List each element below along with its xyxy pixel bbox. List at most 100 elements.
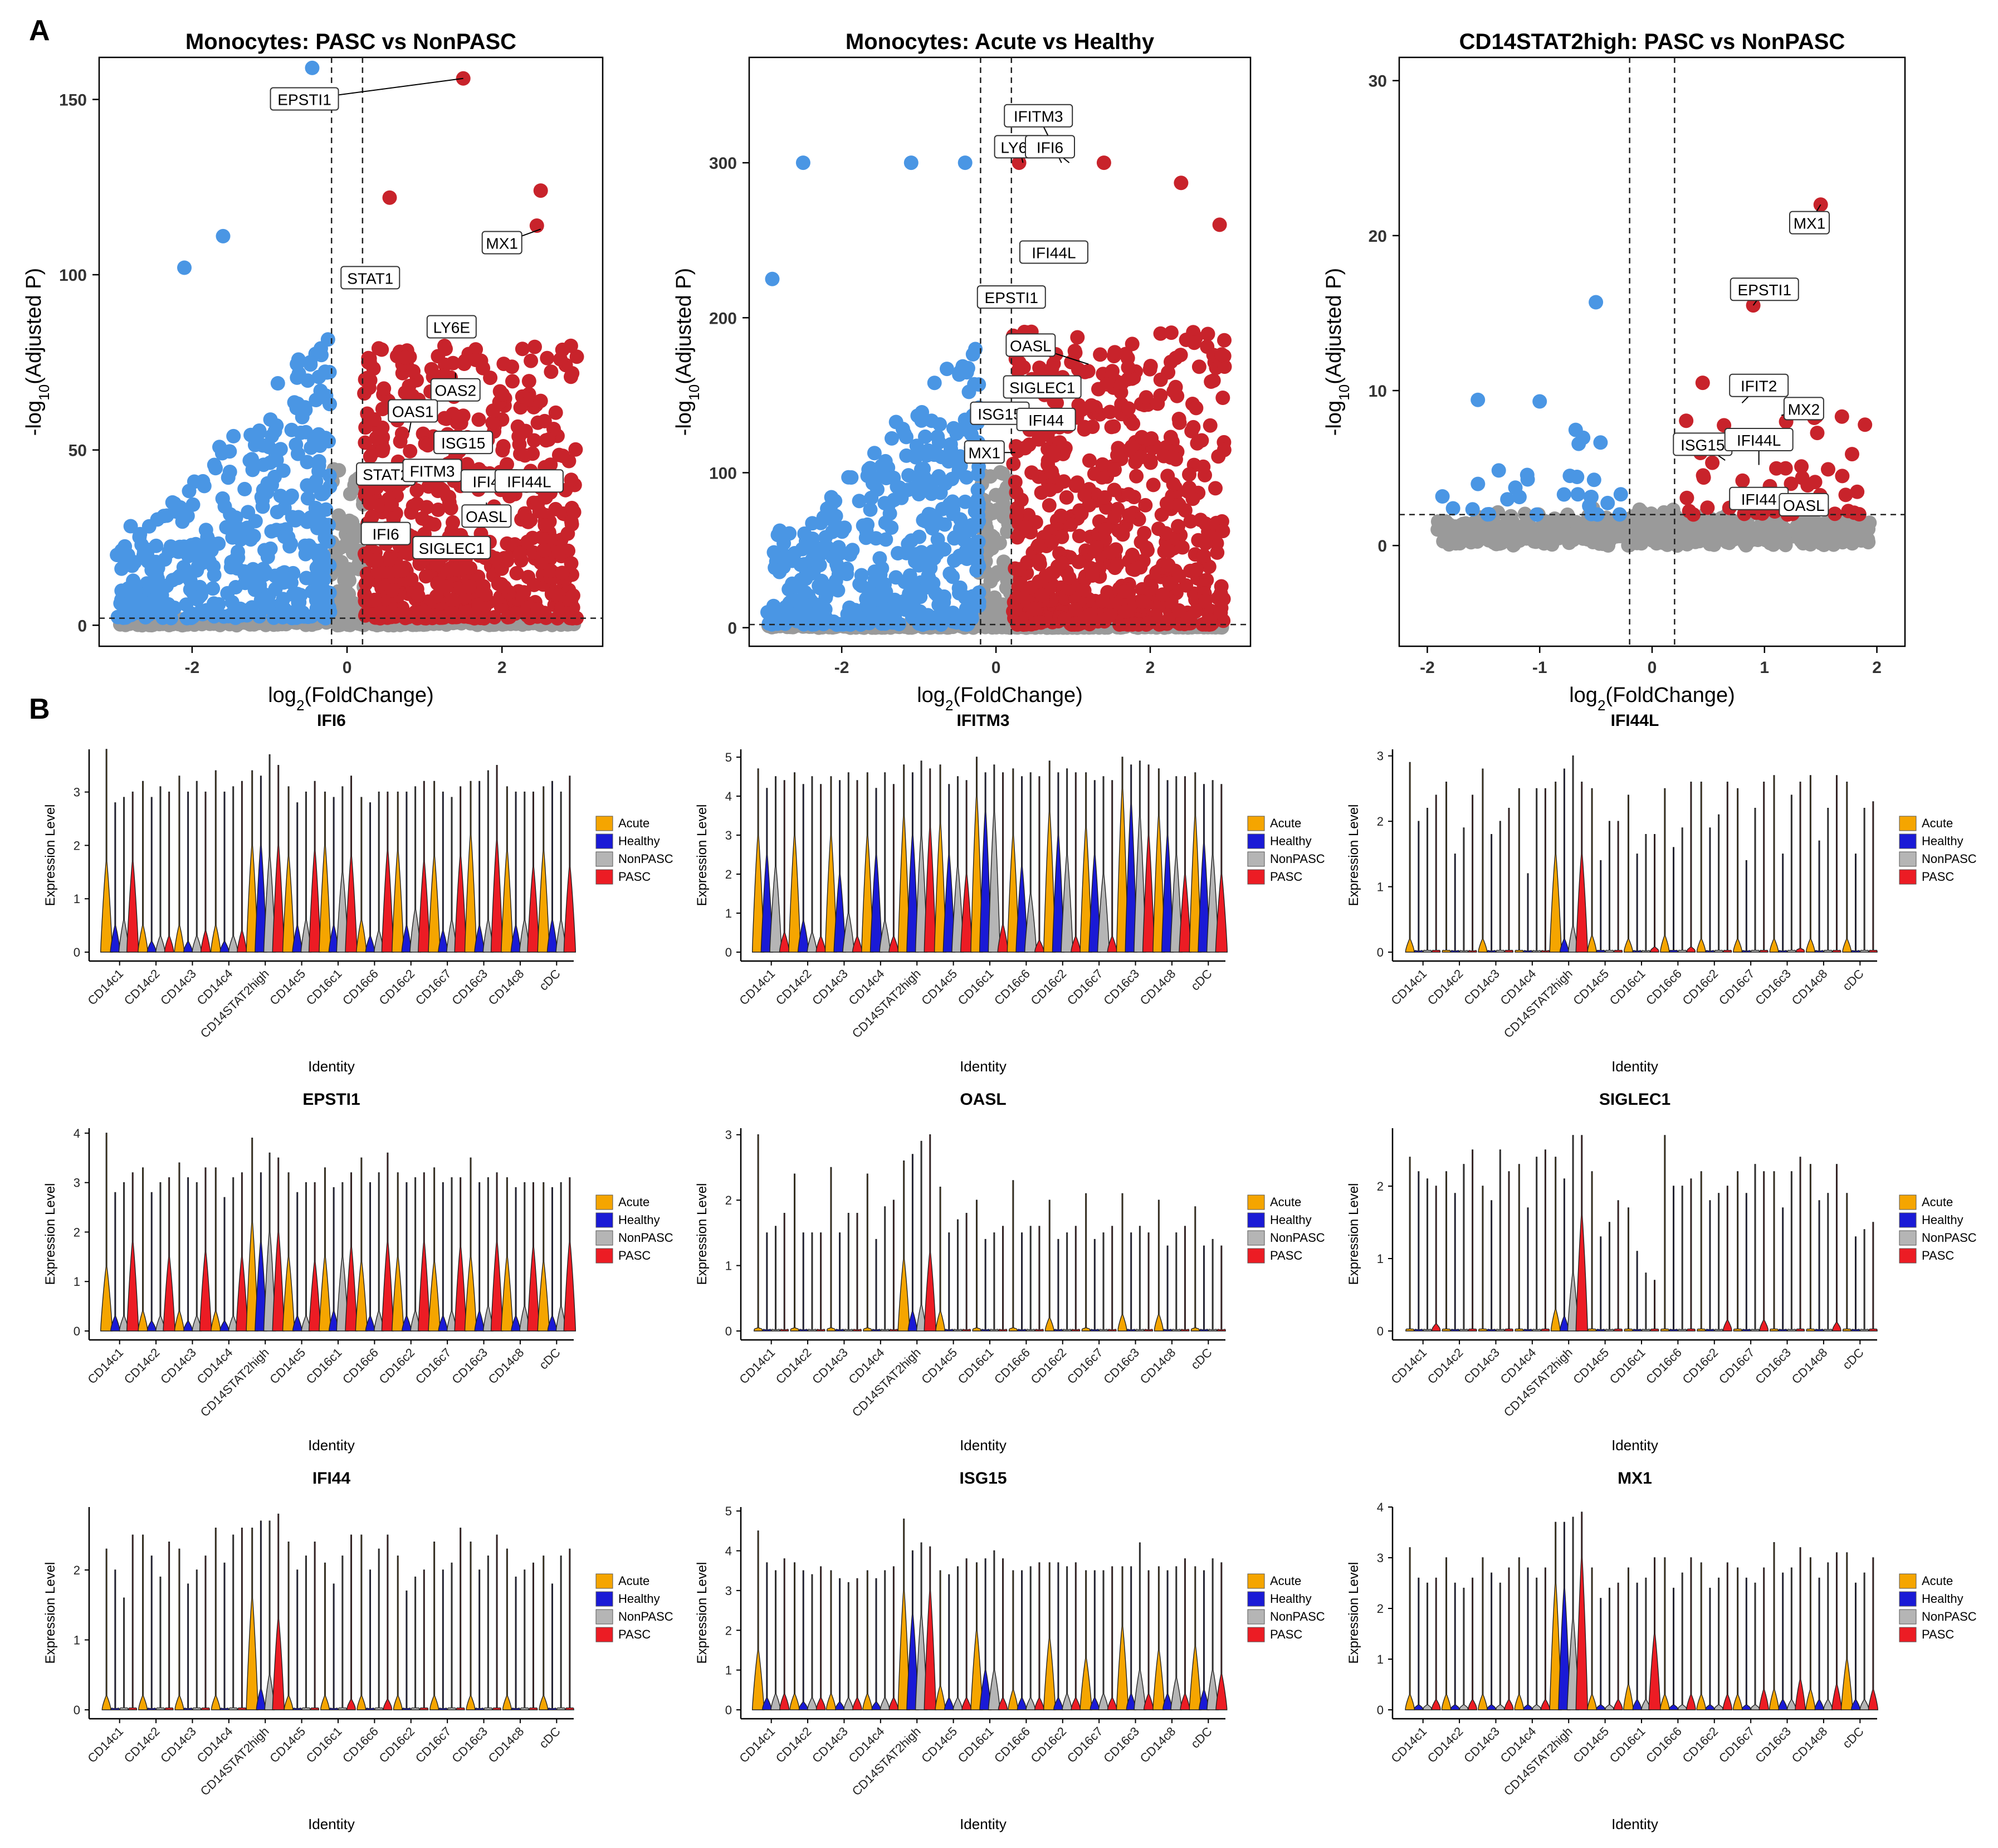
- data-point: [1161, 544, 1176, 559]
- x-tick-label: CD16c7: [1064, 967, 1106, 1008]
- data-point: [331, 508, 346, 523]
- data-point: [990, 503, 1005, 518]
- data-point: [291, 352, 306, 367]
- data-point: [540, 350, 555, 365]
- violin-acute: [1478, 1186, 1487, 1332]
- data-point: [970, 482, 985, 498]
- data-point: [524, 353, 539, 368]
- gene-label-box: [1019, 240, 1088, 264]
- data-point: [495, 387, 510, 402]
- violin-acute: [1405, 1157, 1415, 1332]
- y-tick-label: 2: [1377, 815, 1384, 828]
- violin-pasc: [1504, 1567, 1514, 1710]
- violin-healthy: [1199, 1245, 1209, 1332]
- data-point: [395, 563, 410, 578]
- gene-label: MX2: [1788, 401, 1820, 418]
- x-tick-label: CD16c7: [413, 1724, 454, 1766]
- violin-group-cd14c4: [1514, 1557, 1550, 1710]
- violin-pasc: [272, 765, 285, 953]
- violin-pasc: [924, 1134, 936, 1332]
- data-point: [536, 543, 551, 558]
- x-tick-label: CD14c8: [1789, 967, 1830, 1008]
- data-point: [788, 593, 803, 608]
- violin-pasc: [1217, 1245, 1226, 1332]
- data-point: [911, 476, 926, 491]
- violin-healthy: [292, 802, 303, 953]
- violin-healthy: [438, 1569, 448, 1710]
- x-tick-label: CD14c3: [809, 1345, 851, 1387]
- data-point: [1105, 364, 1120, 379]
- x-tick-label: CD16c1: [304, 967, 345, 1008]
- data-point: [1435, 489, 1450, 504]
- violin-title: IFI44L: [1611, 711, 1659, 730]
- violin-healthy: [1090, 1570, 1100, 1710]
- legend-label-acute: Acute: [618, 816, 649, 830]
- data-point: [1010, 530, 1025, 545]
- violin-nonpasc: [1026, 1226, 1035, 1332]
- data-point: [848, 603, 863, 618]
- data-point: [1103, 545, 1117, 560]
- data-point: [1198, 536, 1213, 551]
- data-point: [533, 393, 548, 408]
- x-tick-label: cDC: [1188, 1724, 1215, 1751]
- data-point: [471, 597, 486, 612]
- violin-healthy: [1742, 1577, 1751, 1710]
- violin-group-cd14c3: [826, 1167, 862, 1332]
- x-tick-label: 0: [1648, 659, 1657, 677]
- data-point: [839, 567, 854, 582]
- violin-healthy: [1633, 854, 1642, 953]
- data-point: [1209, 536, 1224, 551]
- violin-nonpasc: [1496, 1149, 1505, 1332]
- data-point: [1679, 413, 1694, 428]
- violin-acute: [393, 1556, 403, 1710]
- data-point: [1612, 507, 1627, 522]
- data-point: [420, 438, 435, 453]
- data-point: [831, 583, 846, 598]
- data-point: [1034, 485, 1049, 500]
- data-point: [362, 355, 377, 370]
- data-point: [1162, 576, 1177, 591]
- y-tick-label: 2: [725, 1193, 732, 1207]
- violin-nonpasc: [1823, 1562, 1833, 1710]
- data-point: [1196, 459, 1211, 474]
- violin-acute: [1696, 782, 1706, 953]
- violin-nonpasc: [1171, 1232, 1181, 1332]
- data-point: [565, 588, 580, 603]
- data-point: [1821, 462, 1835, 477]
- data-point: [177, 260, 192, 275]
- violin-acute: [897, 1161, 910, 1332]
- data-point: [1175, 540, 1190, 555]
- y-tick-label: 1: [725, 1664, 732, 1678]
- data-point: [1794, 459, 1809, 474]
- data-point: [411, 588, 426, 603]
- gene-label-box: [1016, 407, 1076, 431]
- data-point: [925, 521, 940, 536]
- violin-group-cd14c4: [211, 1527, 247, 1710]
- violin-nonpasc: [482, 1177, 494, 1332]
- data-point: [901, 468, 916, 483]
- violin-acute: [1478, 1557, 1488, 1710]
- data-point: [157, 509, 172, 524]
- data-point: [895, 422, 910, 436]
- violin-acute: [1587, 1567, 1597, 1710]
- violin-healthy: [1017, 1232, 1027, 1332]
- violin-pasc: [888, 1566, 899, 1710]
- data-point: [1701, 514, 1716, 529]
- legend-label-healthy: Healthy: [1270, 1213, 1312, 1227]
- data-point: [226, 428, 241, 443]
- violin-group-cdc: [1842, 1193, 1878, 1332]
- violin-healthy: [872, 1238, 881, 1332]
- data-point: [216, 228, 231, 243]
- violin-group-cd14c8: [501, 786, 540, 953]
- data-point: [1171, 603, 1186, 618]
- violin-acute: [1806, 1164, 1815, 1332]
- violin-acute: [174, 1548, 184, 1710]
- x-axis-label: Identity: [960, 1437, 1007, 1454]
- violin-acute: [1514, 1557, 1525, 1710]
- data-point: [488, 551, 504, 566]
- violin-healthy: [401, 791, 412, 953]
- x-tick-label: CD14STAT2high: [198, 967, 272, 1041]
